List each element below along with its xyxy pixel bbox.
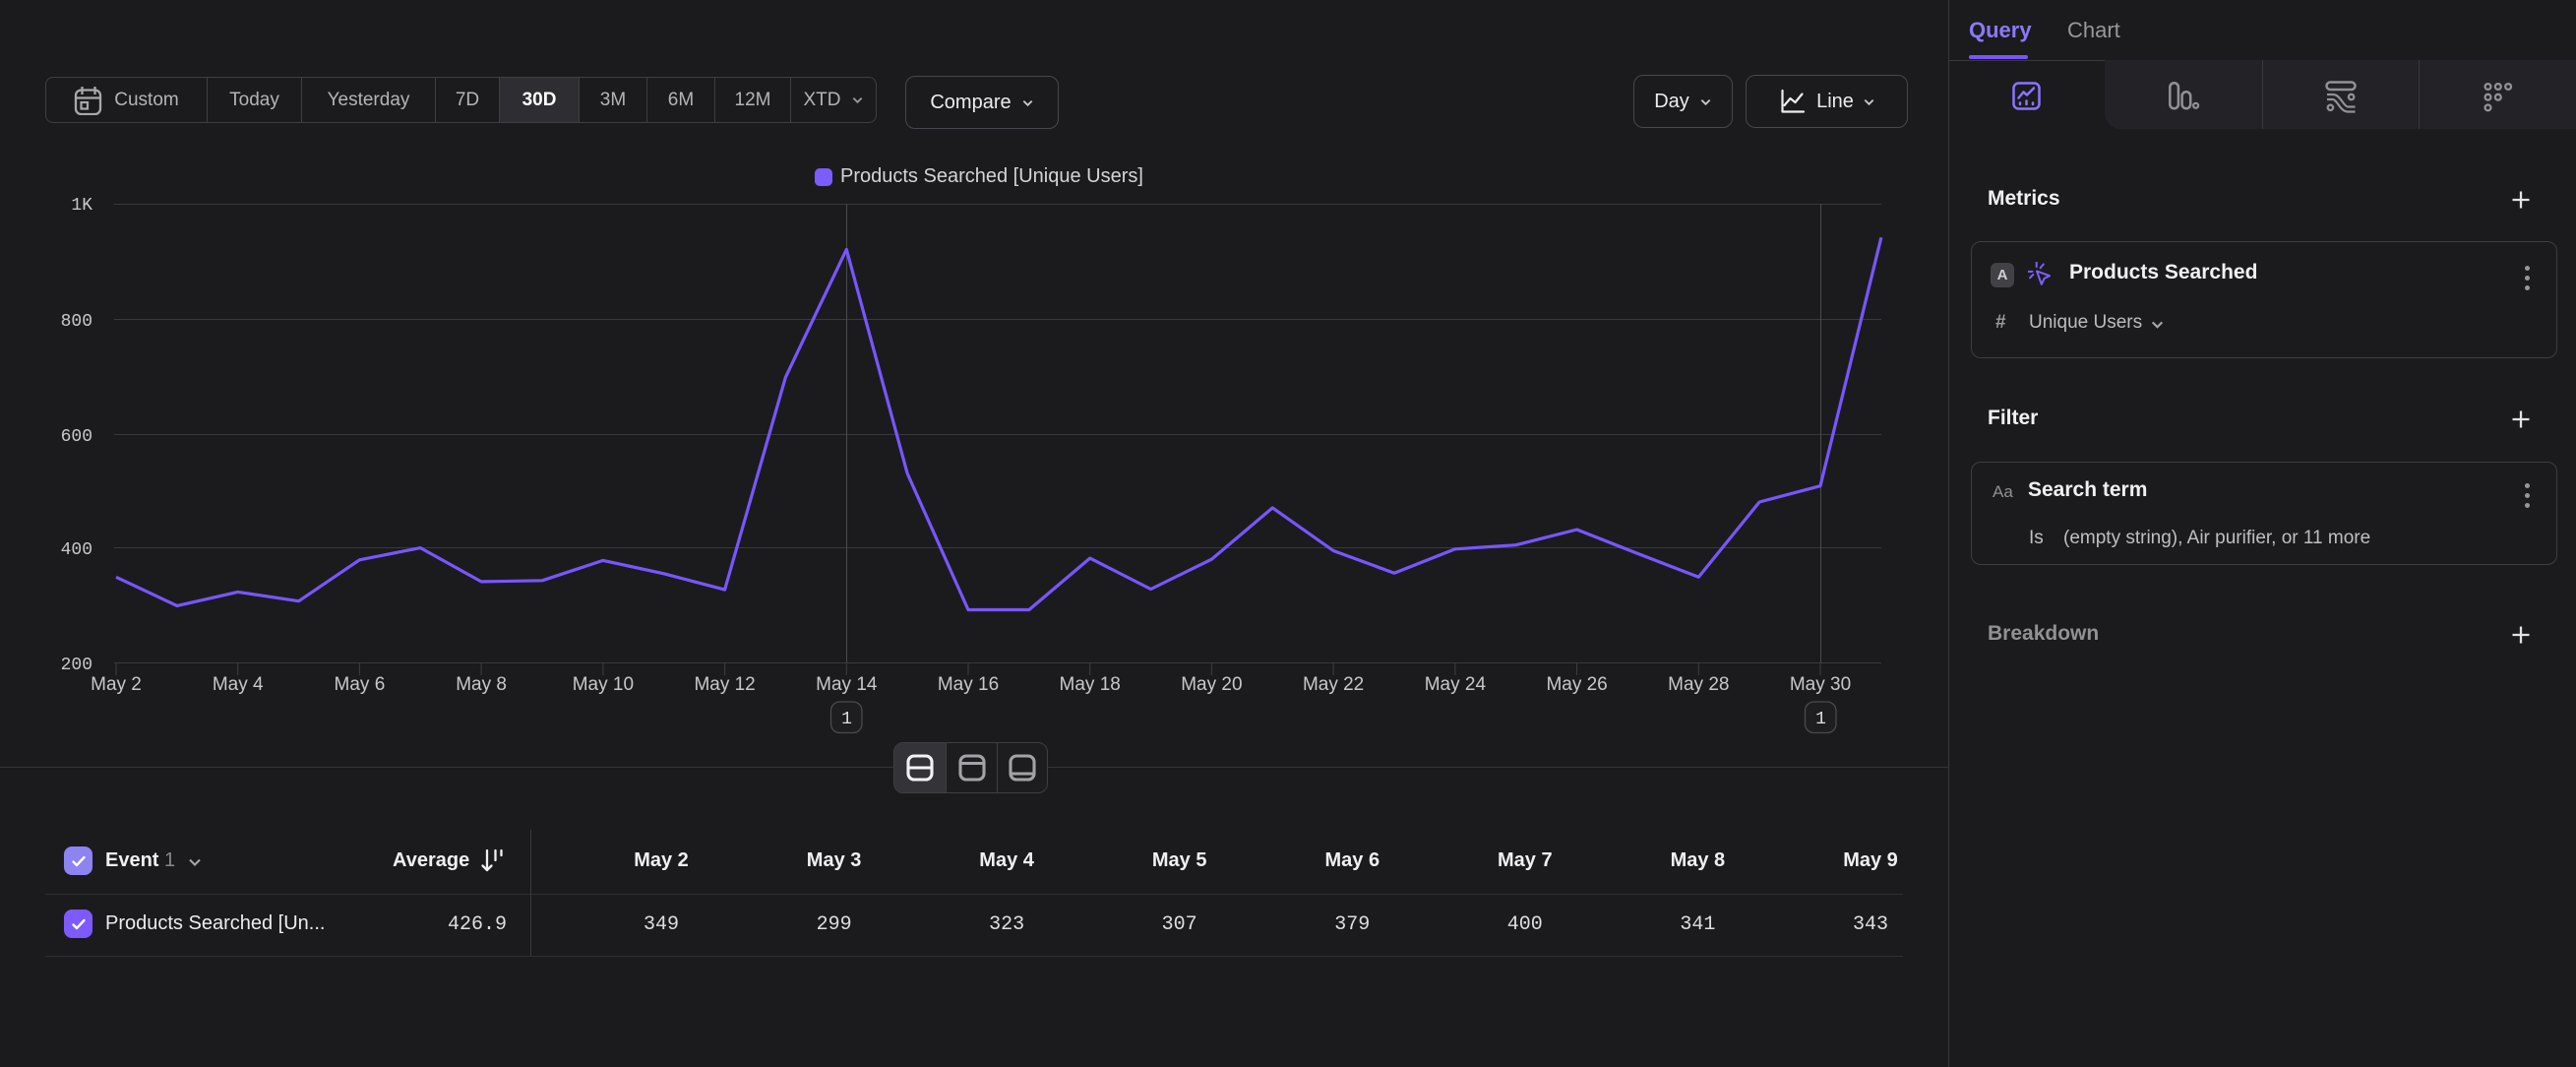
- svg-text:May 6: May 6: [335, 674, 386, 695]
- svg-text:1K: 1K: [71, 196, 92, 216]
- svg-text:May 20: May 20: [1181, 674, 1242, 695]
- svg-text:May 16: May 16: [938, 674, 999, 695]
- svg-text:May 4: May 4: [213, 674, 264, 695]
- svg-text:May 30: May 30: [1790, 674, 1851, 695]
- svg-text:1: 1: [1815, 710, 1826, 729]
- svg-text:May 26: May 26: [1546, 674, 1607, 695]
- svg-text:May 24: May 24: [1425, 674, 1487, 695]
- svg-text:600: 600: [61, 427, 92, 447]
- svg-text:May 28: May 28: [1668, 674, 1729, 695]
- svg-text:May 18: May 18: [1060, 674, 1121, 695]
- svg-text:400: 400: [61, 540, 92, 560]
- svg-text:May 2: May 2: [91, 674, 142, 695]
- svg-text:May 8: May 8: [456, 674, 507, 695]
- svg-text:200: 200: [61, 656, 92, 675]
- svg-text:800: 800: [61, 312, 92, 332]
- svg-text:May 10: May 10: [573, 674, 634, 695]
- svg-text:May 12: May 12: [694, 674, 755, 695]
- svg-text:May 22: May 22: [1303, 674, 1364, 695]
- svg-text:1: 1: [841, 710, 852, 729]
- svg-text:May 14: May 14: [816, 674, 878, 695]
